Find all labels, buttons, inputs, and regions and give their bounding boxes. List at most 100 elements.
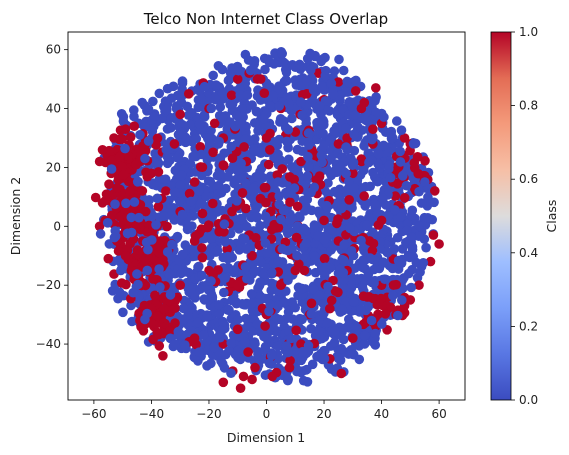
class-0-point [165, 290, 176, 300]
class-0-point [211, 80, 221, 90]
class-0-point [338, 268, 349, 278]
class-0-point [202, 133, 213, 144]
class-0-point [295, 81, 306, 91]
class-0-point [206, 232, 217, 242]
class-0-point [416, 198, 427, 208]
class-1-point [158, 254, 168, 265]
class-0-point [260, 64, 270, 75]
class-0-point [240, 337, 250, 347]
class-0-point [126, 212, 137, 223]
class-0-point [186, 284, 196, 295]
class-1-point [261, 133, 272, 143]
class-0-point [175, 180, 185, 191]
class-0-point [343, 183, 354, 194]
class-1-point [371, 83, 381, 93]
class-0-point [370, 328, 381, 339]
class-0-point [185, 119, 195, 130]
class-0-point [134, 212, 144, 223]
class-0-point [154, 88, 165, 99]
class-0-point [371, 92, 381, 102]
class-0-point [336, 343, 347, 354]
class-0-point [173, 152, 183, 163]
class-1-point [336, 368, 347, 379]
class-0-point [281, 136, 292, 147]
class-1-point [259, 88, 270, 98]
class-0-point [226, 141, 236, 152]
class-0-point [135, 130, 145, 140]
class-0-point [196, 149, 206, 160]
class-0-point [176, 92, 186, 103]
class-0-point [366, 315, 377, 326]
class-0-point [217, 316, 228, 327]
class-1-point [161, 186, 171, 196]
class-1-point [333, 139, 344, 149]
class-0-point [298, 375, 309, 386]
class-0-point [282, 228, 293, 239]
class-0-point [302, 75, 312, 86]
class-0-point [303, 341, 314, 351]
class-0-point [297, 314, 308, 325]
class-0-point [206, 103, 217, 114]
class-0-point [390, 205, 400, 215]
class-0-point [341, 123, 351, 133]
class-0-point [207, 211, 218, 222]
class-0-point [341, 142, 351, 152]
class-0-point [310, 267, 321, 278]
class-0-point [359, 330, 370, 341]
class-0-point [367, 134, 377, 145]
class-0-point [177, 76, 188, 86]
class-0-point [196, 94, 206, 104]
class-1-point [97, 145, 108, 155]
class-0-point [207, 291, 218, 302]
class-0-point [110, 199, 120, 209]
class-0-point [223, 251, 233, 262]
class-1-point [285, 197, 295, 207]
class-0-point [309, 251, 320, 261]
class-0-point [386, 133, 397, 144]
class-0-point [140, 314, 150, 325]
class-0-point [380, 274, 390, 285]
class-0-point [336, 203, 347, 214]
class-0-point [423, 192, 433, 202]
colorbar-tick-label: 1.0 [519, 25, 538, 39]
class-0-point [346, 283, 357, 293]
class-1-point [359, 191, 370, 201]
class-0-point [102, 218, 113, 228]
class-1-point [247, 250, 257, 261]
class-0-point [266, 278, 277, 289]
class-1-point [107, 210, 117, 221]
class-1-point [272, 170, 283, 180]
class-0-point [348, 297, 359, 307]
class-1-point [226, 90, 237, 100]
class-1-point [125, 238, 135, 249]
class-1-point [434, 239, 444, 249]
class-0-point [329, 337, 340, 348]
class-0-point [194, 119, 205, 129]
class-0-point [266, 350, 277, 361]
class-0-point [250, 339, 260, 349]
class-1-point [165, 325, 175, 336]
class-1-point [332, 218, 342, 229]
class-0-point [414, 186, 424, 197]
class-0-point [284, 98, 294, 109]
class-0-point [231, 110, 242, 121]
class-0-point [319, 353, 330, 364]
class-0-point [148, 96, 158, 107]
class-0-point [206, 276, 216, 286]
class-0-point [338, 65, 349, 76]
class-1-point [109, 133, 119, 143]
class-0-point [344, 176, 354, 187]
class-1-point [125, 186, 135, 196]
class-0-point [265, 299, 275, 310]
class-0-point [317, 157, 327, 168]
class-1-point [232, 324, 243, 335]
class-1-point [184, 188, 195, 199]
class-0-point [357, 262, 368, 273]
class-1-point [232, 280, 243, 291]
class-0-point [95, 229, 106, 239]
class-0-point [303, 128, 314, 138]
class-0-point [329, 326, 340, 337]
class-0-point [223, 172, 233, 182]
y-tick-label: 40 [46, 102, 61, 116]
class-0-point [288, 314, 298, 325]
